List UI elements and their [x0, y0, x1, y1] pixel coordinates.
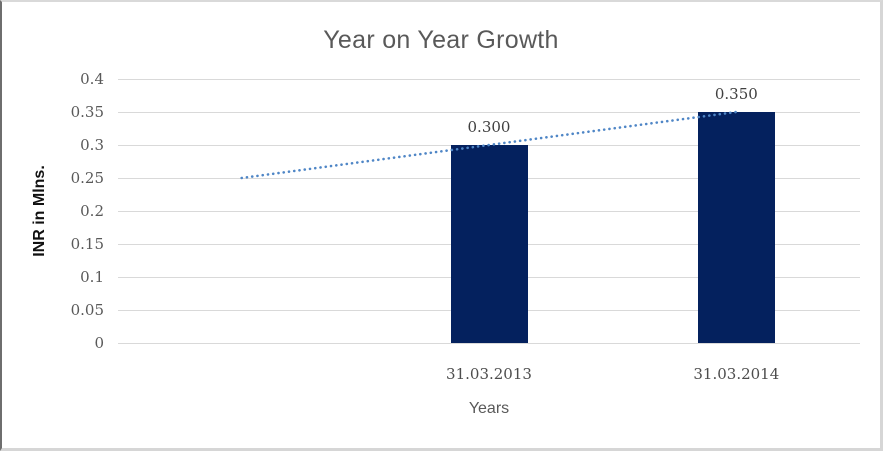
- bar[interactable]: [450, 145, 528, 343]
- y-tick-label: 0.15: [70, 235, 104, 253]
- x-axis-title: Years: [468, 400, 510, 417]
- bar[interactable]: [697, 112, 775, 343]
- x-tick-label: 31.03.2013: [446, 365, 532, 383]
- y-tick-label: 0.2: [80, 202, 104, 220]
- gridline: [118, 343, 860, 344]
- y-tick-label: 0: [94, 334, 104, 352]
- gridline: [118, 79, 860, 80]
- y-tick-label: 0.3: [80, 136, 104, 154]
- y-tick-label: 0.35: [70, 103, 104, 121]
- y-tick-label: 0.4: [80, 70, 104, 88]
- y-tick-label: 0.1: [80, 268, 104, 286]
- bar-data-label: 0.350: [714, 85, 758, 103]
- y-tick-label: 0.25: [70, 169, 104, 187]
- y-tick-label: 0.05: [70, 301, 104, 319]
- x-tick-label: 31.03.2014: [693, 365, 780, 383]
- chart-title: Year on Year Growth: [323, 26, 559, 54]
- bar-data-label: 0.300: [467, 118, 511, 136]
